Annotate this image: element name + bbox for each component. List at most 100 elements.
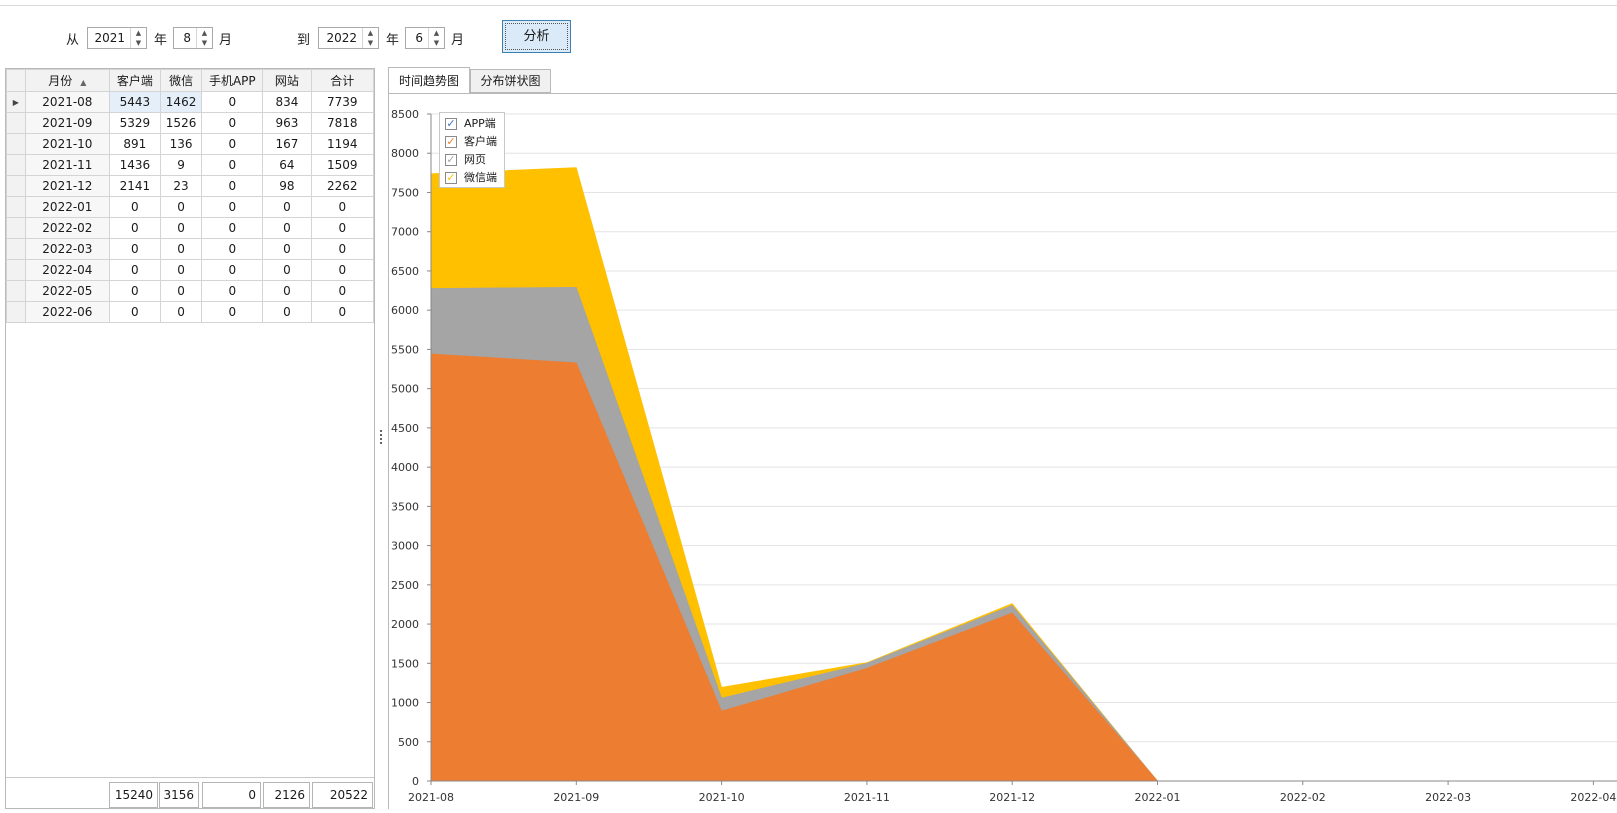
table-row[interactable]: 2021-09 5329 1526 0 963 7818 <box>6 112 375 134</box>
cell-website[interactable]: 963 <box>262 112 312 134</box>
cell-mobile-app[interactable]: 0 <box>201 259 264 281</box>
tab-time-trend[interactable]: 时间趋势图 <box>388 67 470 94</box>
row-selector[interactable] <box>6 280 26 302</box>
cell-wechat[interactable]: 0 <box>159 259 203 281</box>
cell-client[interactable]: 0 <box>109 238 161 260</box>
cell-wechat[interactable]: 0 <box>159 280 203 302</box>
cell-total[interactable]: 0 <box>310 259 375 281</box>
table-row[interactable]: 2022-03 0 0 0 0 0 <box>6 238 375 260</box>
cell-wechat[interactable]: 1526 <box>159 112 203 134</box>
row-selector[interactable] <box>6 133 26 155</box>
cell-website[interactable]: 98 <box>262 175 312 197</box>
cell-wechat[interactable]: 0 <box>159 196 203 218</box>
cell-month[interactable]: 2021-10 <box>24 133 111 155</box>
cell-website[interactable]: 834 <box>262 91 312 113</box>
legend-item[interactable]: ✓ 微信端 <box>440 169 504 187</box>
from-month-value[interactable]: 8 <box>183 31 191 45</box>
cell-total[interactable]: 0 <box>310 280 375 302</box>
data-grid[interactable]: 月份 ▲ 客户端 微信 手机APP 网站 合计 ▶ 2021-08 5443 1462 0… <box>5 68 375 809</box>
cell-website[interactable]: 0 <box>262 280 312 302</box>
cell-month[interactable]: 2021-09 <box>24 112 111 134</box>
cell-month[interactable]: 2021-11 <box>24 154 111 176</box>
cell-month[interactable]: 2021-12 <box>24 175 111 197</box>
cell-mobile-app[interactable]: 0 <box>201 196 264 218</box>
tab-distribution-pie[interactable]: 分布饼状图 <box>470 69 551 93</box>
cell-wechat[interactable]: 136 <box>159 133 203 155</box>
from-year-value[interactable]: 2021 <box>94 31 125 45</box>
cell-wechat[interactable]: 1462 <box>159 91 203 113</box>
legend-item[interactable]: ✓ 客户端 <box>440 133 504 151</box>
cell-total[interactable]: 0 <box>310 238 375 260</box>
spin-down-icon[interactable]: ▼ <box>135 39 142 47</box>
cell-website[interactable]: 0 <box>262 217 312 239</box>
splitter-handle[interactable] <box>380 430 384 444</box>
cell-website[interactable]: 64 <box>262 154 312 176</box>
cell-month[interactable]: 2022-03 <box>24 238 111 260</box>
row-selector[interactable] <box>6 196 26 218</box>
to-month-spinner[interactable]: 6 ▲ ▼ <box>405 27 445 49</box>
cell-client[interactable]: 0 <box>109 301 161 323</box>
table-row[interactable]: 2022-06 0 0 0 0 0 <box>6 301 375 323</box>
cell-total[interactable]: 0 <box>310 196 375 218</box>
cell-total[interactable]: 7739 <box>310 91 375 113</box>
from-year-arrows[interactable]: ▲ ▼ <box>130 28 146 48</box>
table-row[interactable]: 2021-12 2141 23 0 98 2262 <box>6 175 375 197</box>
column-header-month[interactable]: 月份 ▲ <box>24 69 111 92</box>
cell-total[interactable]: 0 <box>310 217 375 239</box>
spin-down-icon[interactable]: ▼ <box>201 39 208 47</box>
current-row-indicator-icon[interactable]: ▶ <box>6 91 26 113</box>
cell-client[interactable]: 0 <box>109 280 161 302</box>
cell-website[interactable]: 0 <box>262 196 312 218</box>
cell-mobile-app[interactable]: 0 <box>201 175 264 197</box>
spin-up-icon[interactable]: ▲ <box>433 29 440 37</box>
cell-wechat[interactable]: 0 <box>159 217 203 239</box>
cell-website[interactable]: 0 <box>262 301 312 323</box>
cell-mobile-app[interactable]: 0 <box>201 91 264 113</box>
column-header-wechat[interactable]: 微信 <box>159 69 203 92</box>
cell-mobile-app[interactable]: 0 <box>201 112 264 134</box>
from-month-spinner[interactable]: 8 ▲ ▼ <box>173 27 213 49</box>
legend-item[interactable]: ✓ APP端 <box>440 115 504 133</box>
cell-month[interactable]: 2022-02 <box>24 217 111 239</box>
cell-client[interactable]: 2141 <box>109 175 161 197</box>
row-selector[interactable] <box>6 259 26 281</box>
cell-mobile-app[interactable]: 0 <box>201 280 264 302</box>
to-year-value[interactable]: 2022 <box>326 31 357 45</box>
table-row[interactable]: 2022-02 0 0 0 0 0 <box>6 217 375 239</box>
cell-client[interactable]: 0 <box>109 196 161 218</box>
row-selector[interactable] <box>6 217 26 239</box>
cell-client[interactable]: 5329 <box>109 112 161 134</box>
to-month-arrows[interactable]: ▲ ▼ <box>428 28 444 48</box>
cell-month[interactable]: 2022-06 <box>24 301 111 323</box>
table-row[interactable]: 2022-05 0 0 0 0 0 <box>6 280 375 302</box>
legend-checkbox-icon[interactable]: ✓ <box>445 153 457 166</box>
to-month-value[interactable]: 6 <box>415 31 423 45</box>
cell-total[interactable]: 1194 <box>310 133 375 155</box>
legend-checkbox-icon[interactable]: ✓ <box>445 135 457 148</box>
cell-website[interactable]: 0 <box>262 259 312 281</box>
cell-mobile-app[interactable]: 0 <box>201 238 264 260</box>
from-year-spinner[interactable]: 2021 ▲ ▼ <box>87 27 147 49</box>
to-year-spinner[interactable]: 2022 ▲ ▼ <box>318 27 379 49</box>
spin-up-icon[interactable]: ▲ <box>135 29 142 37</box>
cell-total[interactable]: 0 <box>310 301 375 323</box>
cell-client[interactable]: 1436 <box>109 154 161 176</box>
cell-month[interactable]: 2022-01 <box>24 196 111 218</box>
column-header-mobile-app[interactable]: 手机APP <box>201 69 264 92</box>
cell-client[interactable]: 5443 <box>109 91 161 113</box>
cell-client[interactable]: 891 <box>109 133 161 155</box>
cell-total[interactable]: 1509 <box>310 154 375 176</box>
table-row[interactable]: 2021-10 891 136 0 167 1194 <box>6 133 375 155</box>
row-selector[interactable] <box>6 112 26 134</box>
column-header-website[interactable]: 网站 <box>262 69 312 92</box>
row-selector[interactable] <box>6 154 26 176</box>
cell-total[interactable]: 2262 <box>310 175 375 197</box>
cell-client[interactable]: 0 <box>109 259 161 281</box>
spin-down-icon[interactable]: ▼ <box>367 39 374 47</box>
cell-wechat[interactable]: 0 <box>159 301 203 323</box>
row-selector[interactable] <box>6 238 26 260</box>
column-header-client[interactable]: 客户端 <box>109 69 161 92</box>
column-header-total[interactable]: 合计 <box>310 69 375 92</box>
analyze-button[interactable]: 分析 <box>502 20 571 53</box>
from-month-arrows[interactable]: ▲ ▼ <box>196 28 212 48</box>
